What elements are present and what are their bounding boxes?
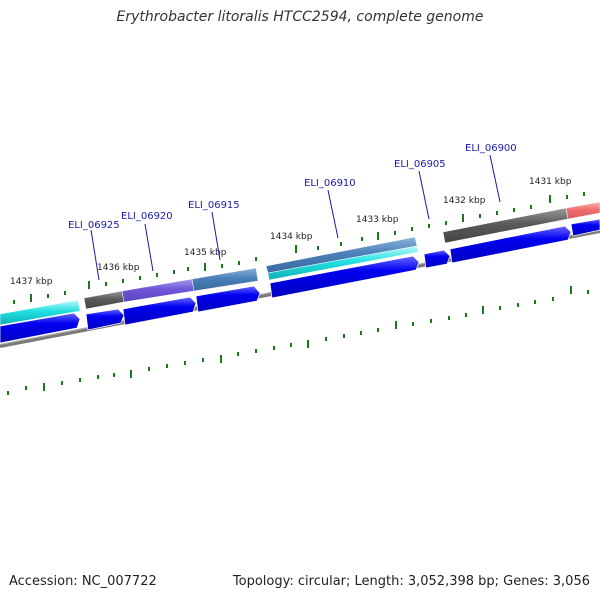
gene-label-eli-06910: ELI_06910 (304, 178, 356, 189)
gene-label-eli-06900: ELI_06900 (465, 143, 517, 154)
gene-label-eli-06920: ELI_06920 (121, 211, 173, 222)
cds-arrow-5 (269, 255, 420, 299)
outer-tick-marks (13, 192, 585, 304)
cds-arrow-4 (195, 285, 261, 313)
feature-red-right (565, 201, 600, 220)
gene-labels: ELI_06925 ELI_06920 ELI_06915 ELI_06910 … (68, 143, 517, 231)
kbp-label: 1434 kbp (270, 232, 313, 242)
kbp-label: 1436 kbp (97, 263, 140, 273)
gene-label-eli-06915: ELI_06915 (188, 200, 240, 211)
feature-steel-06915 (191, 267, 259, 292)
kbp-label: 1437 kbp (10, 277, 53, 287)
feature-gray-06925 (83, 290, 125, 310)
gene-label-eli-06905: ELI_06905 (394, 159, 446, 170)
gene-label-eli-06925: ELI_06925 (68, 220, 120, 231)
kbp-labels: 1437 kbp 1436 kbp 1435 kbp 1434 kbp 1433… (10, 177, 572, 287)
feature-cyan-06910 (267, 245, 419, 281)
cds-arrow-7 (449, 225, 572, 264)
map-title: Erythrobacter litoralis HTCC2594, comple… (116, 9, 484, 25)
kbp-label: 1432 kbp (443, 196, 486, 206)
kbp-label: 1431 kbp (529, 177, 572, 187)
cds-arrow-3 (122, 296, 197, 326)
accession-text: Accession: NC_007722 (9, 574, 157, 589)
genome-summary-text: Topology: circular; Length: 3,052,398 bp… (232, 574, 590, 589)
cds-arrow-6 (423, 249, 451, 269)
feature-track (0, 201, 600, 326)
inner-tick-marks (7, 286, 589, 395)
cds-arrow-2 (85, 308, 125, 331)
gene-leader-lines (90, 154, 501, 281)
cds-arrow-1 (0, 312, 81, 344)
feature-cyan-left (0, 299, 81, 326)
cds-track (0, 218, 600, 344)
kbp-label: 1435 kbp (184, 248, 227, 258)
cds-arrow-8 (570, 218, 600, 237)
kbp-label: 1433 kbp (356, 215, 399, 225)
